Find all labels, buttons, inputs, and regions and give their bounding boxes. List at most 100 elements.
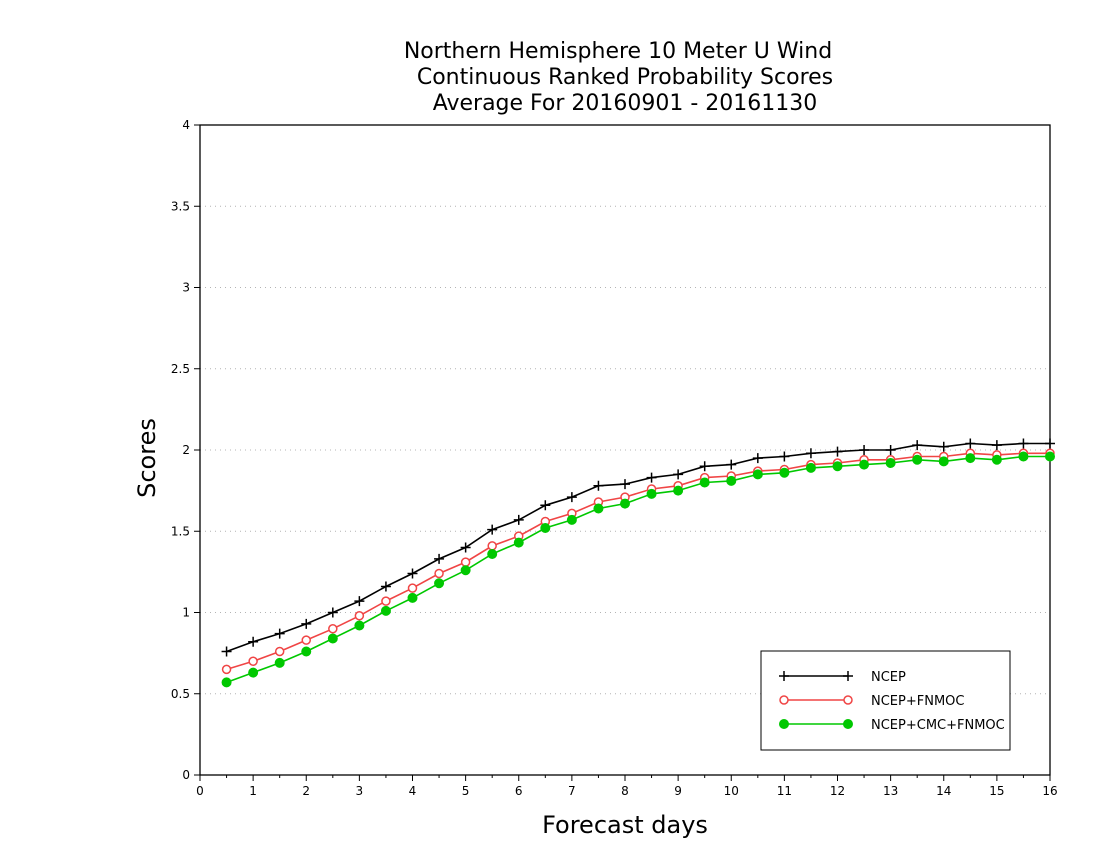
data-point-ncep-cmc-fnmoc [726,475,737,486]
y-tick-label: 1.5 [171,524,190,538]
grid-lines [200,205,1050,695]
data-point-ncep-cmc-fnmoc [274,657,285,668]
data-point-ncep [327,607,338,618]
x-tick-label: 5 [462,784,470,798]
data-point-ncep [938,441,949,452]
data-point-ncep [380,581,391,592]
data-point-ncep [1018,438,1029,449]
x-tick-label: 12 [830,784,845,798]
data-point-ncep-cmc-fnmoc [380,605,391,616]
data-point-ncep-cmc-fnmoc [460,565,471,576]
data-point-ncep [434,553,445,564]
x-tick-label: 8 [621,784,629,798]
data-point-ncep-cmc-fnmoc [912,454,923,465]
data-point-ncep [832,446,843,457]
legend: NCEP NCEP+FNMOC NCEP+CMC+FNMOC [760,650,1011,751]
data-point-ncep [566,492,577,503]
x-tick-label: 10 [724,784,739,798]
data-series [221,438,1055,688]
y-tick-label: 1 [182,606,190,620]
y-tick-label: 0 [182,768,190,782]
data-point-ncep [540,500,551,511]
data-point-ncep [301,618,312,629]
data-point-ncep-cmc-fnmoc [938,456,949,467]
legend-marker [779,671,789,681]
data-point-ncep-cmc-fnmoc [566,514,577,525]
data-point-ncep-cmc-fnmoc [805,462,816,473]
data-point-ncep [912,440,923,451]
x-tick-label: 13 [883,784,898,798]
data-point-ncep-fnmoc [221,664,232,675]
series-ncep-fnmoc [221,448,1055,675]
x-tick-label: 15 [989,784,1004,798]
x-axis-title: Forecast days [542,811,708,839]
data-point-ncep-cmc-fnmoc [620,498,630,509]
data-point-ncep-fnmoc [381,596,391,606]
legend-label: NCEP [871,670,906,685]
data-point-ncep [859,445,870,455]
data-point-ncep [965,438,976,449]
data-point-ncep [620,479,630,490]
data-point-ncep [805,448,816,459]
data-point-ncep-cmc-fnmoc [248,667,259,678]
series-line-ncep-cmc-fnmoc [226,455,1050,684]
data-point-ncep [1045,438,1055,449]
data-point-ncep [885,445,896,455]
x-tick-label: 4 [409,784,417,798]
data-point-ncep-fnmoc [328,624,338,634]
data-point-ncep-fnmoc [460,557,471,567]
data-point-ncep-cmc-fnmoc [487,549,498,559]
legend-item-ncep-cmc-fnmoc: NCEP+CMC+FNMOC [779,718,1005,733]
legend-label: NCEP+FNMOC [871,694,964,709]
legend-marker [843,719,853,729]
data-point-ncep [248,636,259,647]
data-point-ncep [274,628,285,639]
y-tick-label: 2 [182,443,190,457]
data-point-ncep-fnmoc [354,611,365,621]
data-point-ncep [487,524,498,535]
series-ncep [221,438,1055,657]
data-point-ncep-fnmoc [407,583,418,593]
y-tick-label: 2.5 [171,362,190,376]
data-point-ncep-cmc-fnmoc [354,620,365,631]
data-point-ncep [460,542,471,553]
chart-title: Northern Hemisphere 10 Meter U Wind Cont… [404,39,833,116]
legend-marker [779,719,789,729]
data-point-ncep-cmc-fnmoc [221,677,232,688]
data-point-ncep-cmc-fnmoc [540,523,551,533]
data-point-ncep-cmc-fnmoc [327,633,338,644]
data-point-ncep-fnmoc [248,656,258,666]
x-tick-label: 1 [249,784,257,798]
data-point-ncep-cmc-fnmoc [301,646,312,657]
series-line-ncep [226,442,1050,653]
data-point-ncep [991,440,1002,451]
y-tick-label: 3.5 [171,199,190,213]
legend-marker [779,695,789,705]
data-point-ncep [646,472,657,483]
x-tick-label: 11 [777,784,792,798]
data-point-ncep-cmc-fnmoc [965,453,976,464]
title-line-1: Northern Hemisphere 10 Meter U Wind [404,39,832,64]
data-point-ncep [354,596,365,607]
data-point-ncep-cmc-fnmoc [699,477,710,488]
x-tick-label: 7 [568,784,576,798]
data-point-ncep-fnmoc [274,646,285,657]
x-tick-label: 2 [302,784,310,798]
legend-item-ncep: NCEP [779,670,906,685]
data-point-ncep-cmc-fnmoc [859,459,870,470]
data-point-ncep-cmc-fnmoc [991,454,1002,465]
y-tick-label: 3 [182,281,190,295]
x-tick-label: 3 [356,784,364,798]
y-tick-label: 4 [182,118,190,132]
data-point-ncep-cmc-fnmoc [646,488,657,499]
title-line-2: Continuous Ranked Probability Scores [417,65,833,90]
data-point-ncep-cmc-fnmoc [1045,451,1055,462]
data-point-ncep-cmc-fnmoc [779,467,790,478]
data-point-ncep [513,514,524,525]
y-axis-title: Scores [133,418,161,498]
data-point-ncep-fnmoc [434,568,444,579]
x-tick-label: 14 [936,784,951,798]
data-point-ncep [221,646,232,657]
x-tick-label: 16 [1042,784,1057,798]
